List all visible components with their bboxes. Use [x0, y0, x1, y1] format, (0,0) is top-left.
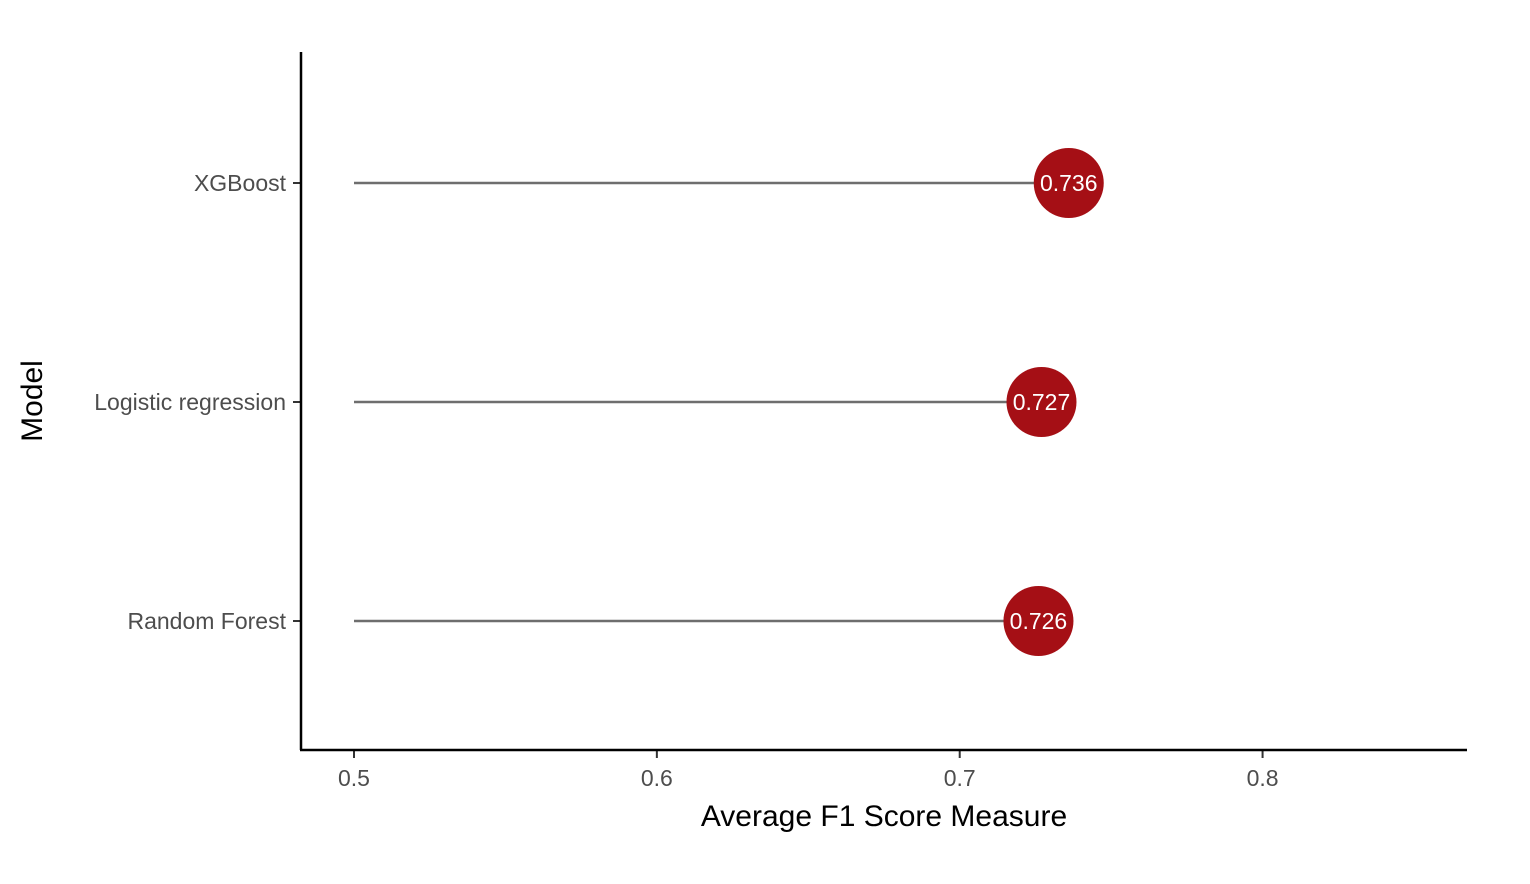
- y-tick-label: XGBoost: [194, 170, 287, 196]
- data-label: 0.726: [1010, 608, 1068, 634]
- lollipop-point: [1003, 586, 1074, 656]
- x-tick-label: 0.6: [641, 765, 673, 791]
- x-tick-label: 0.5: [338, 765, 370, 791]
- x-tick-label: 0.7: [944, 765, 976, 791]
- chart-marks: 0.736 0.727 0.726: [354, 148, 1104, 656]
- y-tick-label: Logistic regression: [94, 389, 286, 415]
- lollipop-point: [1006, 367, 1077, 437]
- x-axis-ticks: 0.5 0.6 0.7 0.8: [338, 750, 1279, 791]
- data-label: 0.736: [1040, 170, 1098, 196]
- x-axis-title: Average F1 Score Measure: [701, 800, 1067, 833]
- y-tick-label: Random Forest: [127, 608, 286, 634]
- x-tick-label: 0.8: [1247, 765, 1279, 791]
- y-axis-title: Model: [16, 360, 49, 442]
- lollipop-point: [1033, 148, 1104, 218]
- y-axis-ticks: XGBoost Logistic regression Random Forest: [94, 170, 301, 634]
- data-label: 0.727: [1013, 389, 1071, 415]
